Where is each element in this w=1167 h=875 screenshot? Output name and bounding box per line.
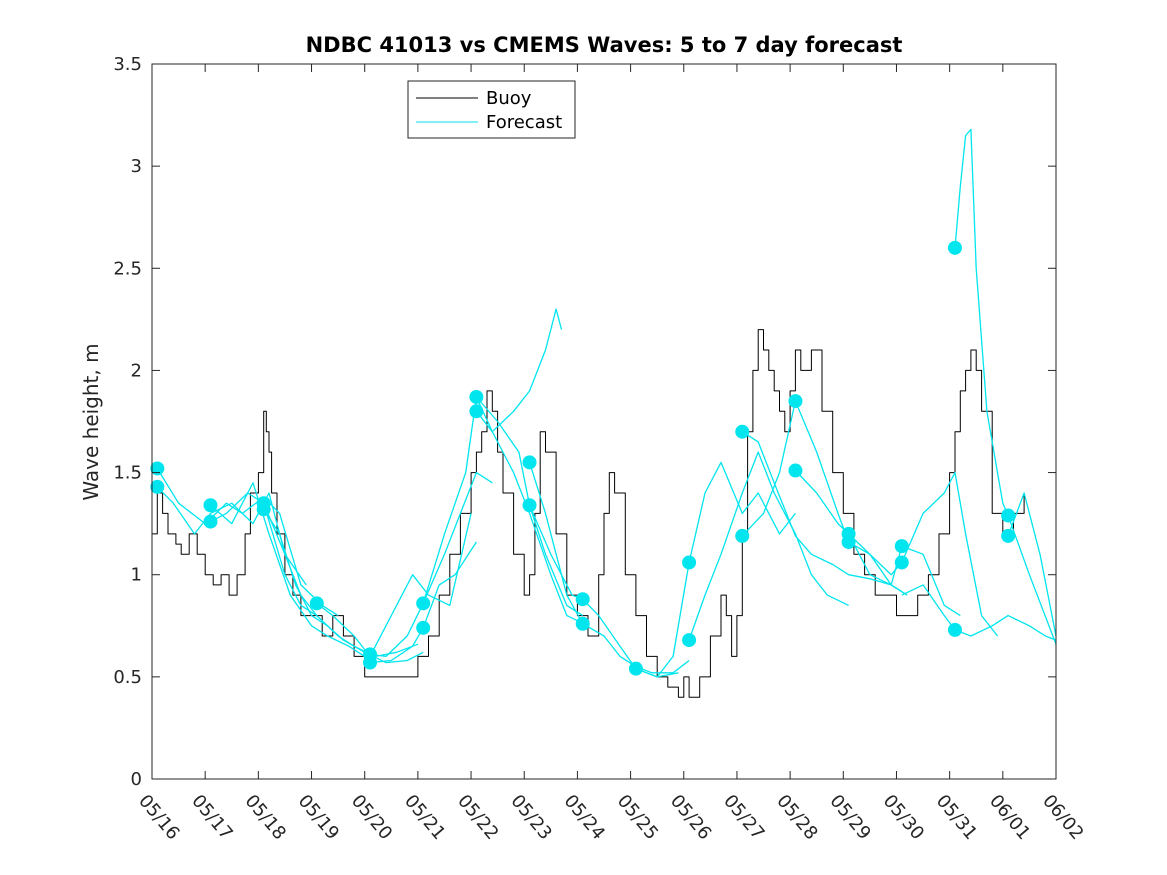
forecast-start-marker <box>469 404 484 419</box>
forecast-series-line <box>741 431 908 596</box>
forecast-series-line <box>1007 492 1057 637</box>
y-tick-label: 3.5 <box>113 54 142 75</box>
forecast-start-marker <box>841 535 856 550</box>
y-tick-label: 1.5 <box>113 463 142 484</box>
forecast-series-line <box>263 508 424 664</box>
forecast-start-marker <box>735 528 750 543</box>
forecast-start-marker <box>788 394 803 409</box>
forecast-series-line <box>848 471 999 637</box>
y-tick-label: 0 <box>131 769 142 790</box>
forecast-start-marker <box>788 463 803 478</box>
forecast-start-marker <box>894 539 909 554</box>
y-axis-label: Wave height, m <box>79 343 103 500</box>
forecast-series-line <box>954 128 1057 645</box>
forecast-start-marker <box>947 622 962 637</box>
forecast-start-marker <box>947 240 962 255</box>
forecast-series-line <box>901 584 1057 641</box>
forecast-start-marker <box>203 498 218 513</box>
forecast-series-line <box>422 308 563 604</box>
y-tick-label: 1 <box>131 565 142 586</box>
forecast-series-line <box>741 400 908 596</box>
forecast-start-marker <box>469 389 484 404</box>
forecast-start-marker <box>416 596 431 611</box>
forecast-start-marker <box>416 620 431 635</box>
forecast-series-line <box>635 461 796 678</box>
forecast-series-line <box>528 462 690 674</box>
plot-frame <box>151 63 1057 780</box>
forecast-start-marker <box>150 479 165 494</box>
forecast-series-line <box>369 471 493 658</box>
forecast-start-marker <box>682 555 697 570</box>
legend: Buoy Forecast <box>407 80 576 139</box>
forecast-start-marker <box>735 424 750 439</box>
forecast-start-marker <box>1001 528 1016 543</box>
y-tick-label: 2.5 <box>113 258 142 279</box>
y-tick-label: 2 <box>131 360 142 381</box>
forecast-series-line <box>210 482 366 657</box>
chart-title: NDBC 41013 vs CMEMS Waves: 5 to 7 day fo… <box>306 33 903 57</box>
forecast-start-marker <box>894 555 909 570</box>
forecast-start-marker <box>682 633 697 648</box>
forecast-start-marker <box>203 514 218 529</box>
forecast-series-line <box>156 468 339 617</box>
forecast-start-marker <box>309 596 324 611</box>
forecast-series-line <box>794 470 961 617</box>
buoy-series-line <box>152 329 1025 698</box>
forecast-series-line <box>475 410 589 627</box>
legend-box <box>407 80 576 139</box>
forecast-start-marker <box>575 592 590 607</box>
y-tick-label: 0.5 <box>113 667 142 688</box>
forecast-start-marker <box>628 661 643 676</box>
marker-layer <box>150 240 1016 676</box>
y-tick-label: 3 <box>131 156 142 177</box>
forecast-start-marker <box>522 498 537 513</box>
forecast-start-marker <box>575 616 590 631</box>
forecast-start-marker <box>522 455 537 470</box>
plot-area <box>152 64 1056 779</box>
forecast-start-marker <box>363 655 378 670</box>
legend-buoy-label: Buoy <box>486 88 532 109</box>
legend-forecast-label: Forecast <box>486 112 562 133</box>
forecast-start-marker <box>150 461 165 476</box>
forecast-start-marker <box>1001 508 1016 523</box>
forecast-start-marker <box>256 502 271 517</box>
forecast-series-line <box>316 513 472 658</box>
forecast-series-line <box>688 451 849 641</box>
